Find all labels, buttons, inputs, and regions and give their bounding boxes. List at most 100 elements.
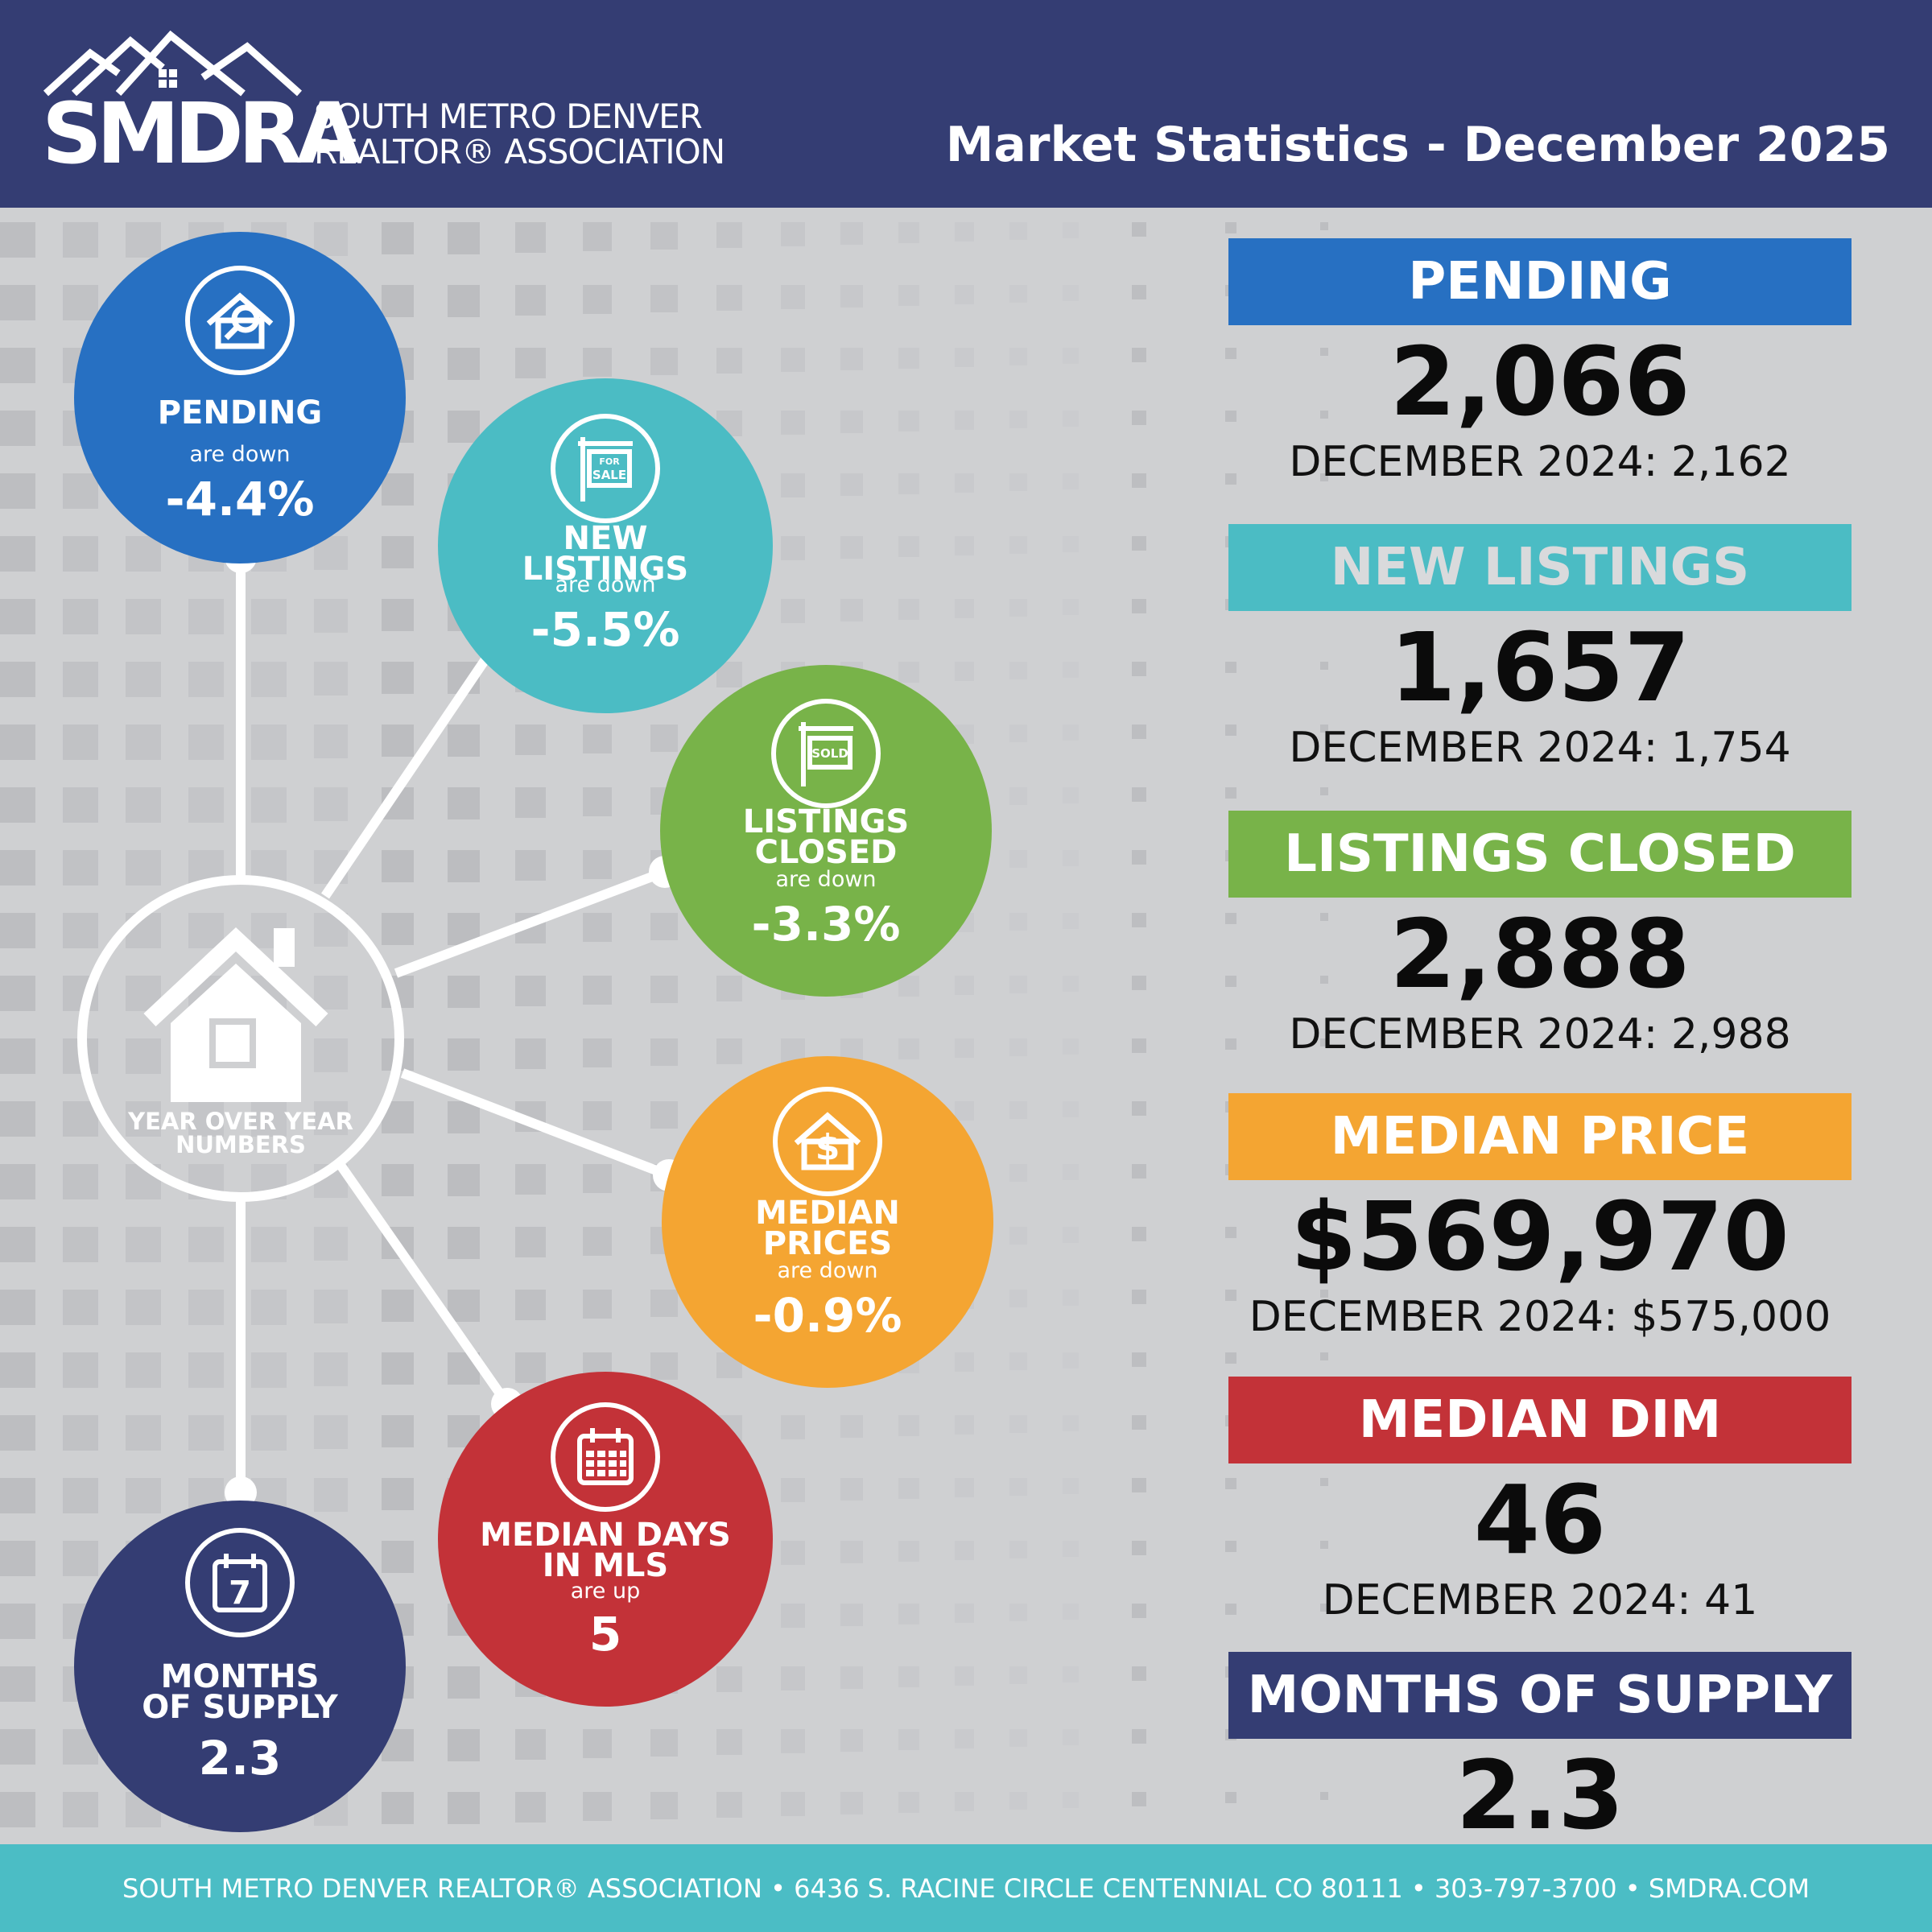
pattern-square bbox=[63, 473, 98, 509]
pattern-square bbox=[840, 1792, 863, 1814]
stat-median-dim: MEDIAN DIM 46 DECEMBER 2024: 41 bbox=[1228, 1377, 1852, 1624]
pattern-square bbox=[1320, 1604, 1328, 1612]
pattern-square bbox=[251, 787, 287, 823]
pattern-square bbox=[955, 1541, 974, 1560]
pattern-square bbox=[1132, 473, 1146, 488]
pattern-square bbox=[1009, 1101, 1027, 1119]
pattern-square bbox=[382, 222, 414, 254]
pattern-square bbox=[955, 662, 974, 681]
pattern-square bbox=[650, 1352, 678, 1380]
pattern-square bbox=[1132, 536, 1146, 551]
stat-median-price: MEDIAN PRICE $569,970 DECEMBER 2024: $57… bbox=[1228, 1093, 1852, 1341]
pattern-square bbox=[1009, 1164, 1027, 1182]
pattern-square bbox=[448, 787, 480, 819]
median-days-bubble[interactable]: MEDIAN DAYS IN MLS are up 5 bbox=[438, 1372, 773, 1707]
pattern-square bbox=[840, 1729, 863, 1752]
house-icon bbox=[143, 927, 328, 1102]
listings-closed-bubble[interactable]: SOLD LISTINGS CLOSED are down -3.3% bbox=[660, 665, 992, 997]
pattern-square bbox=[1009, 724, 1027, 742]
pattern-square bbox=[1132, 787, 1146, 802]
pattern-square bbox=[382, 285, 414, 317]
median-prices-bubble[interactable]: $ MEDIAN PRICES are down -0.9% bbox=[662, 1056, 993, 1388]
pattern-square bbox=[781, 1792, 805, 1816]
pattern-square bbox=[650, 348, 678, 375]
page-title: Market Statistics - December 2025 bbox=[945, 117, 1890, 173]
pattern-square bbox=[1320, 1792, 1328, 1800]
for-text: FOR bbox=[599, 456, 620, 467]
pattern-square bbox=[840, 473, 863, 496]
pattern-square bbox=[382, 1415, 414, 1447]
pattern-square bbox=[1132, 411, 1146, 425]
sold-sign-icon: SOLD bbox=[771, 699, 881, 808]
pattern-square bbox=[1009, 1290, 1027, 1307]
pattern-square bbox=[583, 787, 612, 816]
pattern-square bbox=[63, 1352, 98, 1388]
stat-value: 2,066 bbox=[1389, 326, 1690, 437]
pattern-square bbox=[1063, 1541, 1079, 1557]
pattern-square bbox=[1009, 850, 1027, 868]
pattern-square bbox=[251, 1352, 287, 1388]
stat-new-listings: NEW LISTINGS 1,657 DECEMBER 2024: 1,754 bbox=[1228, 524, 1852, 772]
new-listings-bubble[interactable]: FOR SALE NEW LISTINGS are down -5.5% bbox=[438, 378, 773, 713]
pattern-square bbox=[1320, 411, 1328, 419]
pattern-square bbox=[448, 1227, 480, 1259]
pattern-square bbox=[126, 599, 161, 634]
pattern-square bbox=[583, 222, 612, 251]
pattern-square bbox=[0, 1164, 35, 1199]
pending-bubble[interactable]: PENDING are down -4.4% bbox=[74, 232, 406, 564]
pattern-square bbox=[515, 976, 546, 1006]
pattern-square bbox=[583, 285, 612, 314]
pattern-square bbox=[1063, 976, 1079, 992]
pattern-square bbox=[188, 1415, 224, 1451]
pattern-square bbox=[1063, 787, 1079, 803]
pattern-square bbox=[448, 976, 480, 1008]
pattern-square bbox=[1320, 724, 1328, 733]
house-search-icon bbox=[185, 266, 295, 375]
pattern-square bbox=[898, 285, 919, 306]
pattern-square bbox=[188, 724, 224, 760]
pattern-square bbox=[955, 411, 974, 430]
pattern-square bbox=[781, 1604, 805, 1628]
pattern-square bbox=[1063, 724, 1079, 741]
smdra-logo[interactable]: SMDRA SOUTH METRO DENVER REALTOR® ASSOCI… bbox=[42, 29, 766, 182]
pattern-square bbox=[898, 1541, 919, 1562]
pattern-square bbox=[955, 1604, 974, 1623]
logo-name-line1: SOUTH METRO DENVER bbox=[314, 97, 703, 136]
pattern-square bbox=[382, 536, 414, 568]
pattern-square bbox=[1063, 662, 1079, 678]
pattern-square bbox=[1063, 536, 1079, 552]
pattern-square bbox=[898, 1604, 919, 1624]
pattern-square bbox=[1009, 348, 1027, 365]
connector-new bbox=[321, 631, 506, 899]
pattern-square bbox=[955, 1101, 974, 1121]
months-supply-bubble[interactable]: 7 MONTHS OF SUPPLY 2.3 bbox=[74, 1501, 406, 1832]
pattern-square bbox=[126, 724, 161, 760]
pattern-square bbox=[898, 1666, 919, 1687]
pattern-square bbox=[781, 348, 805, 372]
pattern-square bbox=[63, 1227, 98, 1262]
connector-price bbox=[400, 1068, 671, 1180]
pattern-square bbox=[1320, 1038, 1328, 1046]
pattern-square bbox=[448, 1290, 480, 1322]
pattern-square bbox=[314, 1352, 348, 1386]
pattern-square bbox=[63, 662, 98, 697]
pattern-square bbox=[1132, 1666, 1146, 1681]
pattern-square bbox=[1063, 1415, 1079, 1431]
pattern-square bbox=[515, 724, 546, 755]
pattern-square bbox=[251, 724, 287, 760]
pattern-square bbox=[955, 348, 974, 367]
pattern-square bbox=[898, 473, 919, 494]
pattern-square bbox=[955, 1729, 974, 1748]
pattern-square bbox=[1132, 1541, 1146, 1555]
pattern-square bbox=[1320, 913, 1328, 921]
pattern-square bbox=[448, 1101, 480, 1133]
pattern-square bbox=[781, 1478, 805, 1502]
pattern-square bbox=[515, 1290, 546, 1320]
pattern-square bbox=[0, 662, 35, 697]
pattern-square bbox=[448, 1038, 480, 1071]
pattern-square bbox=[1225, 1604, 1236, 1615]
pattern-square bbox=[650, 285, 678, 312]
pattern-square bbox=[1063, 473, 1079, 489]
pattern-square bbox=[126, 850, 161, 886]
pattern-square bbox=[716, 222, 742, 248]
